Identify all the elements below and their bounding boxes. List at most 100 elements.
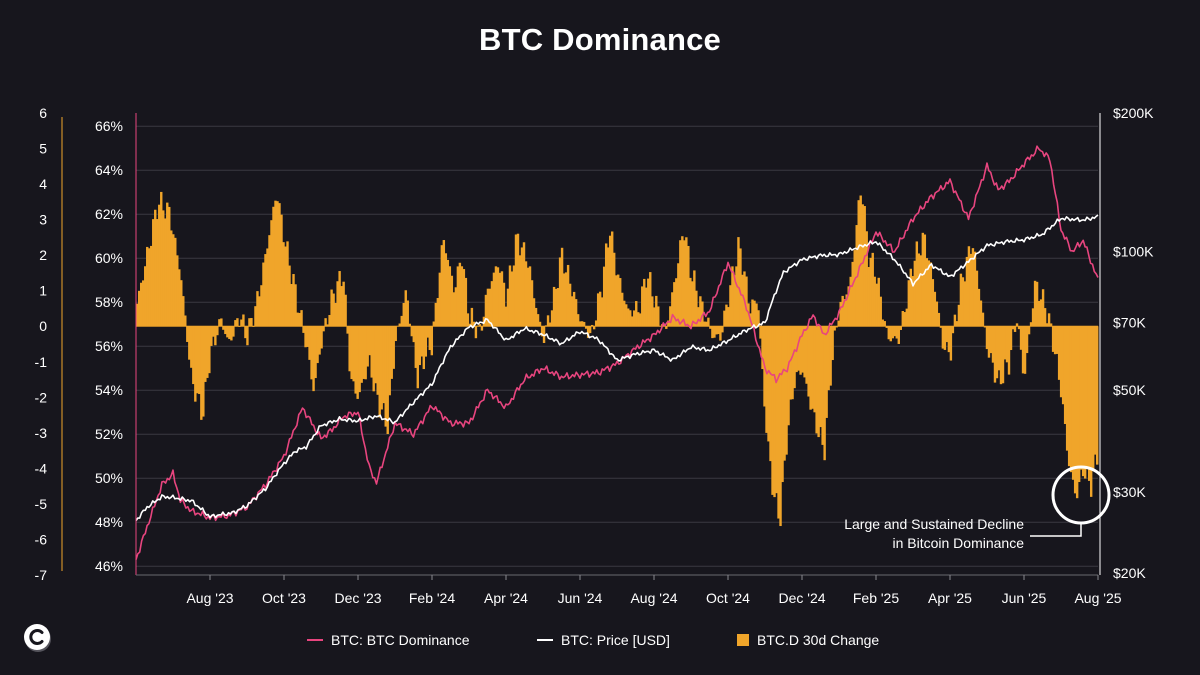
change-bar	[683, 240, 686, 327]
change-bar	[901, 310, 904, 327]
change-bar	[428, 326, 432, 351]
change-bar	[843, 299, 846, 327]
change-bar	[801, 326, 804, 373]
change-bar	[695, 290, 698, 327]
change-bar	[765, 326, 768, 433]
change-bar	[330, 289, 333, 327]
change-bar	[430, 326, 434, 356]
change-bar	[490, 281, 494, 327]
change-bar	[166, 202, 169, 327]
change-bar	[438, 272, 442, 327]
change-bar	[504, 306, 508, 327]
change-bar	[416, 326, 419, 389]
change-bar	[196, 326, 199, 394]
change-bar	[981, 312, 985, 327]
change-bar	[877, 277, 880, 327]
change-bar	[649, 272, 652, 327]
change-bar	[767, 326, 770, 442]
change-bar	[927, 260, 931, 327]
change-bar	[799, 326, 802, 375]
change-bar	[436, 298, 440, 327]
change-bar	[608, 235, 612, 327]
change-bar	[548, 322, 552, 327]
line-series	[135, 145, 1099, 560]
dominance-swatch	[307, 639, 323, 641]
x-tick-label: Dec '23	[334, 590, 381, 606]
change-bar	[192, 326, 195, 385]
change-bar	[1031, 308, 1035, 327]
change-bar	[1071, 326, 1075, 480]
change-bar	[568, 283, 572, 327]
change-bar	[248, 318, 251, 327]
change-bar	[388, 326, 391, 396]
change-bar	[614, 275, 618, 327]
change-bar	[1043, 308, 1047, 327]
change-bar	[282, 242, 285, 327]
price-swatch	[537, 639, 553, 641]
change-bar	[454, 287, 458, 327]
change-bar	[460, 266, 464, 327]
change-bar	[286, 241, 289, 327]
change-bar	[919, 255, 923, 327]
change-bar	[755, 303, 758, 327]
change-bar	[314, 326, 317, 379]
change-bar	[805, 326, 808, 384]
change-bar	[228, 326, 231, 340]
change-bar	[300, 310, 303, 327]
change-bar	[216, 326, 219, 336]
price-tick-label: $70K	[1113, 315, 1146, 331]
change-bar	[382, 326, 385, 404]
change-bar	[540, 326, 544, 337]
legend-item-dominance: BTC: BTC Dominance	[307, 632, 469, 648]
change-bar	[472, 321, 476, 327]
change-bar	[1059, 326, 1063, 398]
change-bar	[899, 326, 902, 330]
change-bar	[512, 265, 516, 327]
change-bar	[468, 323, 472, 327]
change-bar	[582, 321, 586, 327]
change-bar	[961, 277, 965, 327]
change-bar	[206, 326, 209, 378]
change-bar	[629, 310, 632, 327]
change-bar	[606, 247, 610, 327]
x-tick-label: Apr '25	[928, 590, 972, 606]
left-tick-label: 5	[39, 141, 47, 157]
change-bar	[302, 326, 305, 333]
change-bar	[817, 326, 820, 438]
change-bar	[909, 268, 913, 327]
change-bar	[244, 326, 247, 339]
left-tick-label: 1	[39, 283, 47, 299]
change-bar	[835, 326, 838, 328]
change-bar	[1039, 299, 1043, 327]
change-bar	[252, 326, 255, 327]
change-bar	[546, 315, 550, 327]
change-bar	[346, 326, 349, 334]
change-bar	[969, 253, 973, 327]
change-bar	[657, 306, 660, 327]
change-bar	[368, 326, 371, 356]
change-bar	[510, 271, 514, 327]
change-bar	[917, 253, 921, 327]
change-bar	[240, 319, 243, 327]
change-bar	[532, 298, 536, 327]
change-bar	[400, 315, 403, 327]
change-bar	[236, 318, 239, 327]
change-bar	[272, 206, 275, 327]
change-bar	[625, 304, 628, 327]
change-bar	[458, 262, 462, 327]
change-bar	[218, 319, 221, 327]
change-area-series	[136, 191, 1099, 527]
change-bar	[396, 325, 399, 327]
change-bar	[406, 300, 409, 327]
change-bar	[202, 326, 205, 417]
change-bar	[621, 292, 624, 327]
dominance-tick-label: 52%	[95, 426, 123, 442]
change-bar	[270, 220, 273, 327]
change-bar	[410, 326, 413, 337]
change-bar	[176, 255, 179, 327]
change-bar	[635, 301, 638, 327]
change-bar	[711, 326, 714, 339]
change-bar	[220, 318, 223, 327]
change-bar	[757, 310, 760, 327]
change-bar	[655, 295, 658, 327]
